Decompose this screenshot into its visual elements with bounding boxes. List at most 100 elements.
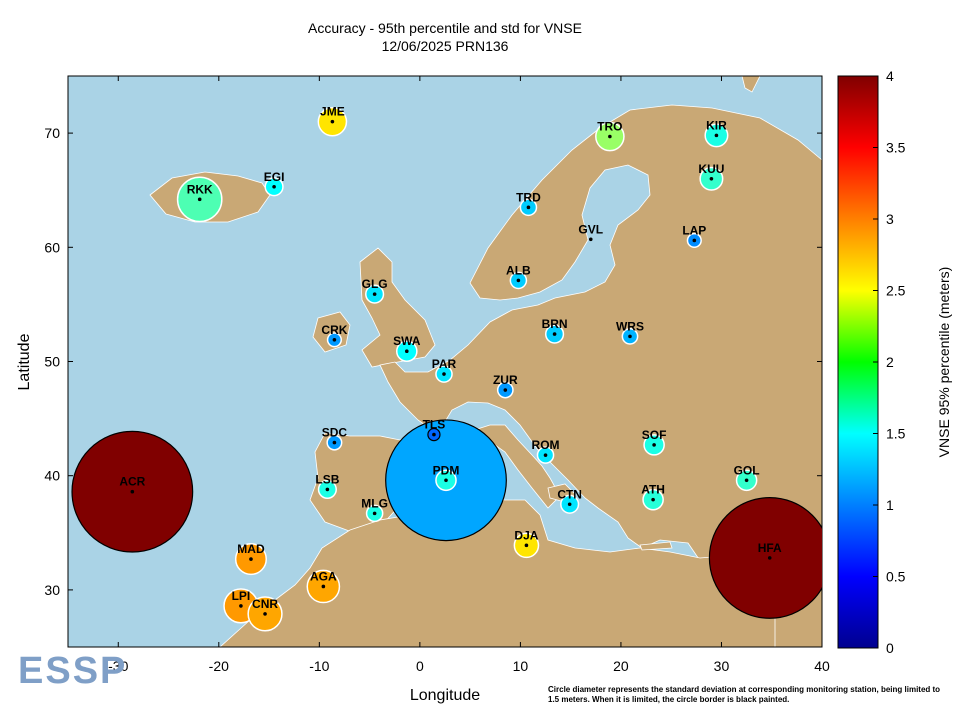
station-dot-rom	[543, 453, 548, 457]
colorbar-tick-label: 1	[886, 497, 894, 513]
station-label-zur: ZUR	[493, 373, 518, 387]
station-dot-mad	[249, 557, 253, 561]
y-tick-label: 30	[44, 582, 60, 598]
station-label-par: PAR	[432, 357, 457, 371]
colorbar-tick-label: 0.5	[886, 569, 906, 585]
colorbar-tick-label: 2	[886, 354, 894, 370]
station-label-mad: MAD	[237, 542, 265, 556]
x-tick-label: 20	[613, 658, 629, 674]
station-dot-mlg	[372, 511, 377, 516]
station-dot-tro	[608, 134, 612, 139]
x-tick-label: -30	[108, 658, 128, 674]
station-label-crk: CRK	[321, 323, 347, 337]
x-tick-label: -20	[209, 658, 229, 674]
station-circle-hfa	[708, 497, 822, 619]
station-dot-trd	[526, 205, 531, 210]
y-tick-label: 70	[44, 125, 60, 141]
station-label-brn: BRN	[542, 317, 568, 331]
station-dot-kir	[714, 133, 719, 138]
station-dot-lap	[692, 238, 697, 243]
station-label-acr: ACR	[119, 475, 145, 489]
station-dot-swa	[404, 349, 409, 354]
colorbar-label: VNSE 95% percentile (meters)	[936, 266, 952, 458]
essp-logo: ESSP	[18, 650, 128, 692]
station-dot-egi	[272, 184, 276, 189]
axis-ticks: -30 -20 -10 0 10 20 30 40 30 40 50 60 70	[44, 76, 830, 674]
station-dot-ath	[651, 497, 655, 502]
station-label-lap: LAP	[682, 223, 706, 237]
station-label-cnr: CNR	[252, 597, 278, 611]
station-dot-wrs	[628, 334, 632, 339]
station-label-gol: GOL	[734, 463, 760, 477]
station-dot-aga	[321, 584, 326, 589]
station-label-pdm: PDM	[433, 463, 460, 477]
station-dot-hfa	[767, 556, 772, 560]
land-crete	[639, 541, 673, 551]
station-dot-brn	[552, 332, 557, 336]
colorbar-tick-label: 4	[886, 68, 894, 84]
x-tick-label: 40	[814, 658, 830, 674]
station-dot-alb	[516, 278, 521, 283]
chart-title: Accuracy - 95th percentile and std for V…	[68, 19, 822, 55]
y-tick-label: 50	[44, 354, 60, 370]
station-label-tls: TLS	[423, 418, 446, 432]
y-axis-label: Latitude	[16, 333, 33, 391]
colorbar-tick-label: 1.5	[886, 426, 906, 442]
x-tick-label: -10	[309, 658, 329, 674]
station-label-egi: EGI	[264, 170, 285, 184]
station-label-wrs: WRS	[616, 319, 644, 333]
station-dot-pdm	[444, 478, 448, 483]
station-label-sdc: SDC	[322, 426, 348, 440]
station-dot-dja	[524, 543, 529, 548]
chart-title-line1: Accuracy - 95th percentile and std for V…	[308, 20, 582, 36]
station-label-swa: SWA	[393, 334, 421, 348]
station-dot-lpi	[239, 604, 243, 608]
station-dot-ctn	[567, 502, 572, 507]
station-label-aga: AGA	[310, 569, 337, 583]
station-dot-sof	[652, 443, 656, 447]
colorbar	[837, 75, 879, 649]
x-tick-label: 30	[714, 658, 730, 674]
x-axis-label: Longitude	[409, 687, 481, 704]
station-label-kuu: KUU	[698, 162, 724, 176]
station-label-mlg: MLG	[361, 496, 388, 510]
station-label-glg: GLG	[362, 277, 388, 291]
station-dot-tls	[432, 432, 436, 437]
station-label-lpi: LPI	[232, 589, 251, 603]
station-label-alb: ALB	[506, 263, 531, 277]
colorbar-tick-label: 2.5	[886, 283, 906, 299]
station-label-tro: TRO	[597, 120, 622, 134]
station-dot-acr	[130, 489, 135, 494]
chart-title-line2: 12/06/2025 PRN136	[381, 38, 509, 54]
land-spitsbergen	[741, 76, 761, 93]
station-label-ctn: CTN	[557, 487, 582, 501]
station-label-lsb: LSB	[315, 472, 339, 486]
station-label-sof: SOF	[642, 428, 667, 442]
x-tick-label: 10	[513, 658, 529, 674]
station-dot-gvl	[588, 237, 593, 242]
station-dot-sdc	[332, 440, 337, 445]
colorbar-tick-label: 3	[886, 211, 894, 227]
station-dot-rkk	[197, 197, 202, 202]
colorbar-tick-label: 0	[886, 640, 894, 656]
x-tick-label: 0	[416, 658, 424, 674]
station-label-trd: TRD	[516, 190, 541, 204]
station-dot-par	[442, 372, 446, 376]
station-label-hfa: HFA	[758, 541, 782, 555]
land-great-britain	[359, 247, 436, 368]
station-dot-kuu	[709, 176, 714, 181]
footnote: Circle diameter represents the standard …	[548, 685, 941, 704]
station-dot-zur	[503, 388, 508, 392]
station-dot-crk	[332, 338, 337, 342]
station-label-ath: ATH	[641, 483, 665, 497]
y-tick-label: 40	[44, 468, 60, 484]
station-label-rom: ROM	[532, 438, 560, 452]
station-label-jme: JME	[320, 105, 345, 119]
station-dot-cnr	[263, 612, 267, 616]
y-tick-label: 60	[44, 239, 60, 255]
colorbar-tick-label: 3.5	[886, 140, 906, 156]
colorbar-ticks: 0 0.5 1 1.5 2 2.5 3 3.5 4	[873, 68, 906, 656]
station-dot-gol	[744, 478, 749, 483]
station-dot-jme	[330, 119, 335, 124]
